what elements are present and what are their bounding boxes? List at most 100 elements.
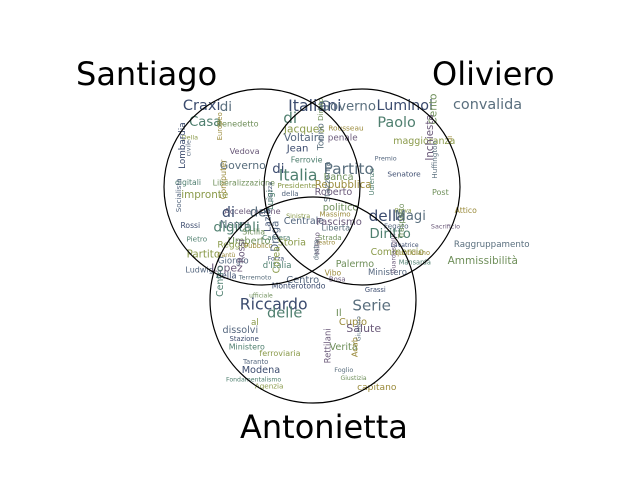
word-b_only: Udienza <box>368 168 376 195</box>
word-c_only: Giuliano <box>356 316 363 341</box>
word-a_only: digitali <box>175 178 201 187</box>
word-a_only: Accelerazione <box>224 206 280 216</box>
set-circle-antonietta <box>209 196 417 404</box>
word-abc: Libertà <box>322 222 351 232</box>
word-ab: Rousseau <box>328 123 364 132</box>
word-ac: Centro <box>215 265 226 297</box>
word-a_only: impronte <box>181 189 228 201</box>
word-ac: Giorgio <box>218 257 249 267</box>
word-ac: Reggio <box>217 240 249 250</box>
word-b_only: Senatore <box>387 170 421 179</box>
word-c_only: ferroviaria <box>259 349 300 358</box>
word-b_only: Fegato <box>384 221 409 230</box>
word-bc: Diritto <box>370 227 411 242</box>
word-b_only: Mansarda <box>399 259 431 267</box>
word-b_only: Lavatrice <box>391 242 419 249</box>
word-a_only: Casa <box>189 115 221 130</box>
word-b_only: Attico <box>455 206 478 215</box>
word-b_only: Paolo <box>377 115 416 131</box>
word-c_only: Giustizia <box>341 375 367 382</box>
word-b_only: maggioranza <box>393 136 455 147</box>
word-c_only: Taranto <box>242 358 268 366</box>
word-c_only: dissolvi <box>223 325 259 336</box>
word-abc: Vibo <box>325 269 342 278</box>
word-abc: Milano <box>313 232 321 255</box>
word-abc: Sinistra <box>286 212 310 220</box>
word-abc: della <box>282 189 299 198</box>
word-abc: Lazio <box>264 208 274 232</box>
word-b_only: Huffington <box>430 141 439 179</box>
word-a_only: Rossi <box>181 221 201 230</box>
set-label-oliviero: Oliviero <box>432 55 555 93</box>
word-c_only: Verità <box>330 341 358 353</box>
word-a_only: Europeo <box>216 112 224 140</box>
word-b_only: Post <box>432 188 449 197</box>
word-abc: piazza <box>267 182 274 202</box>
word-b_only: Ammissibilità <box>448 255 518 267</box>
set-circle-oliviero <box>263 88 461 286</box>
word-bc: Ministero <box>368 268 407 278</box>
word-c_only: Salute <box>346 322 381 335</box>
word-ac: della <box>216 271 236 281</box>
word-abc: Stazzema <box>322 162 332 203</box>
word-b_only: Raggruppamento <box>454 240 530 250</box>
word-ab: Diritto <box>316 97 325 121</box>
word-b_only: Prova <box>395 207 412 214</box>
word-a_only: Lombardia <box>178 122 188 169</box>
word-bc: Grassi <box>365 286 386 294</box>
word-a_only: Governo <box>220 159 266 172</box>
word-abc: Palermo <box>336 259 375 270</box>
word-c_only: al <box>251 318 259 328</box>
word-a_only: Nenni <box>220 220 250 231</box>
set-circle-santiago <box>163 88 361 286</box>
word-c_only: Acab <box>350 337 360 357</box>
word-bc: quotidiano <box>395 249 430 257</box>
set-label-antonietta: Antonietta <box>240 408 408 446</box>
word-ab: Governo <box>320 99 376 114</box>
word-a_only: Socialista <box>174 178 183 212</box>
word-b_only: di <box>445 136 454 143</box>
word-abc: Repubblica <box>315 179 372 191</box>
word-abc: Monterotondo <box>272 282 326 291</box>
word-abc: Partito <box>324 160 374 178</box>
word-b_only: Premio <box>375 155 397 163</box>
word-a_only: Pietro <box>187 235 208 244</box>
word-c_only: Ministero <box>229 343 265 352</box>
word-abc: destra <box>312 239 320 260</box>
word-ac: Pubblico <box>244 242 273 250</box>
word-abc: Italia <box>279 166 318 185</box>
word-c_only: delle <box>267 305 302 322</box>
word-bc: Trasporto <box>397 203 406 239</box>
word-c_only: Foglio <box>334 366 353 374</box>
word-a_only: Computer <box>219 159 228 199</box>
word-ac: Rossi <box>236 239 247 263</box>
word-abc: Centro <box>286 275 319 286</box>
word-abc: Banca <box>324 172 354 183</box>
word-abc: Roberto <box>315 187 353 198</box>
word-c_only: Fondamentalismo <box>226 376 281 383</box>
word-abc: Massimo <box>320 210 351 219</box>
word-bc: Guardasigilli <box>389 234 397 274</box>
word-c_only: Riccardo <box>240 294 308 313</box>
word-a_only: civile <box>185 140 192 156</box>
word-ac: Terremoto <box>238 274 272 282</box>
word-c_only: Stazione <box>230 335 259 343</box>
word-c_only: capitano <box>357 383 397 393</box>
word-abc: Storia <box>278 238 306 249</box>
word-abc: Bosa <box>329 275 346 283</box>
word-a_only: Ludwig <box>185 266 213 275</box>
word-abc: d'Italia <box>263 261 292 271</box>
word-abc: di <box>272 162 284 177</box>
word-a_only: Vedova <box>230 146 260 156</box>
word-abc: Forza <box>268 256 285 263</box>
word-ab: Torino <box>317 123 327 152</box>
set-label-santiago: Santiago <box>76 55 218 93</box>
word-abc: Fascismo <box>316 217 362 228</box>
word-ac: digitali <box>213 220 259 236</box>
word-abc: Corea <box>272 246 283 273</box>
word-abc: Presidente <box>277 181 316 190</box>
word-ab: Ferrovie <box>291 155 323 164</box>
word-abc: Camera <box>262 233 290 242</box>
